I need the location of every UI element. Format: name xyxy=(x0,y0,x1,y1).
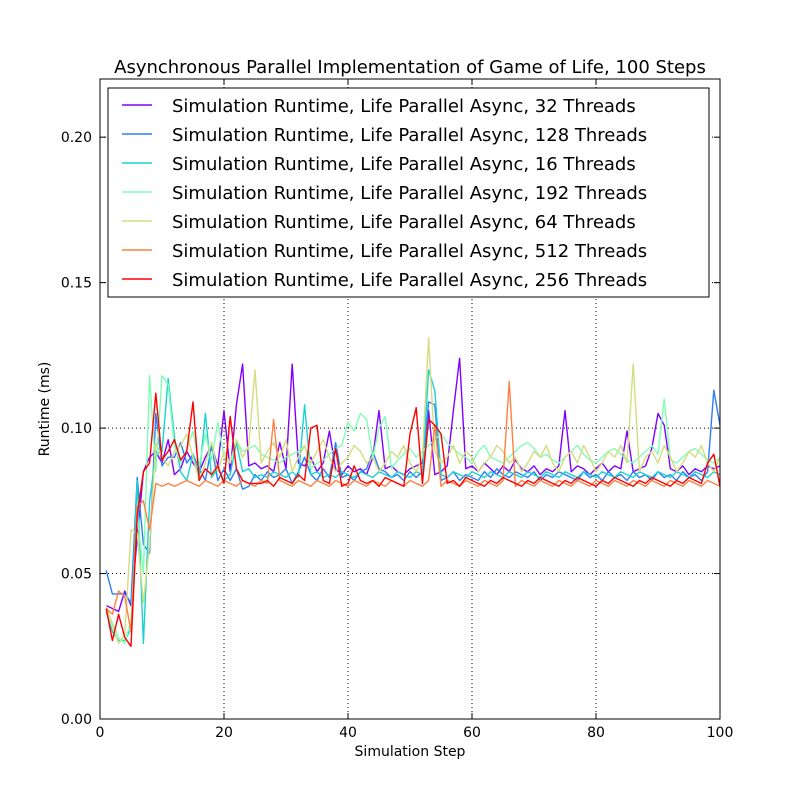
x-tick-label: 0 xyxy=(96,725,105,741)
x-tick-label: 20 xyxy=(215,725,233,741)
y-tick-label: 0.20 xyxy=(61,130,92,146)
series-line-4 xyxy=(105,337,721,645)
y-axis-label: Runtime (ms) xyxy=(37,362,53,457)
legend-label-3: Simulation Runtime, Life Parallel Async,… xyxy=(172,183,647,204)
legend: Simulation Runtime, Life Parallel Async,… xyxy=(107,87,710,298)
legend-box xyxy=(107,87,710,298)
y-tick-label: 0.00 xyxy=(61,712,92,728)
series-line-6 xyxy=(105,392,721,647)
y-tick-label: 0.05 xyxy=(61,567,92,583)
chart-title: Asynchronous Parallel Implementation of … xyxy=(114,57,706,78)
legend-label-0: Simulation Runtime, Life Parallel Async,… xyxy=(172,96,636,117)
legend-label-2: Simulation Runtime, Life Parallel Async,… xyxy=(172,154,636,175)
series-lines xyxy=(105,337,721,647)
x-axis-label: Simulation Step xyxy=(355,744,466,760)
series-line-5 xyxy=(105,380,721,633)
legend-label-5: Simulation Runtime, Life Parallel Async,… xyxy=(172,241,647,262)
legend-label-6: Simulation Runtime, Life Parallel Async,… xyxy=(172,270,647,291)
plot-frame xyxy=(99,78,721,720)
x-tick-label: 60 xyxy=(463,725,481,741)
y-tick-label: 0.15 xyxy=(61,276,92,292)
x-tick-label: 80 xyxy=(587,725,605,741)
y-tick-label: 0.10 xyxy=(61,421,92,437)
legend-label-1: Simulation Runtime, Life Parallel Async,… xyxy=(172,125,647,146)
x-tick-label: 40 xyxy=(339,725,357,741)
axis-ticks: 0 20 40 60 80 100 0.00 0.05 0.10 0.15 0.20 xyxy=(61,79,734,741)
x-tick-label: 100 xyxy=(707,725,734,741)
legend-label-4: Simulation Runtime, Life Parallel Async,… xyxy=(172,212,636,233)
